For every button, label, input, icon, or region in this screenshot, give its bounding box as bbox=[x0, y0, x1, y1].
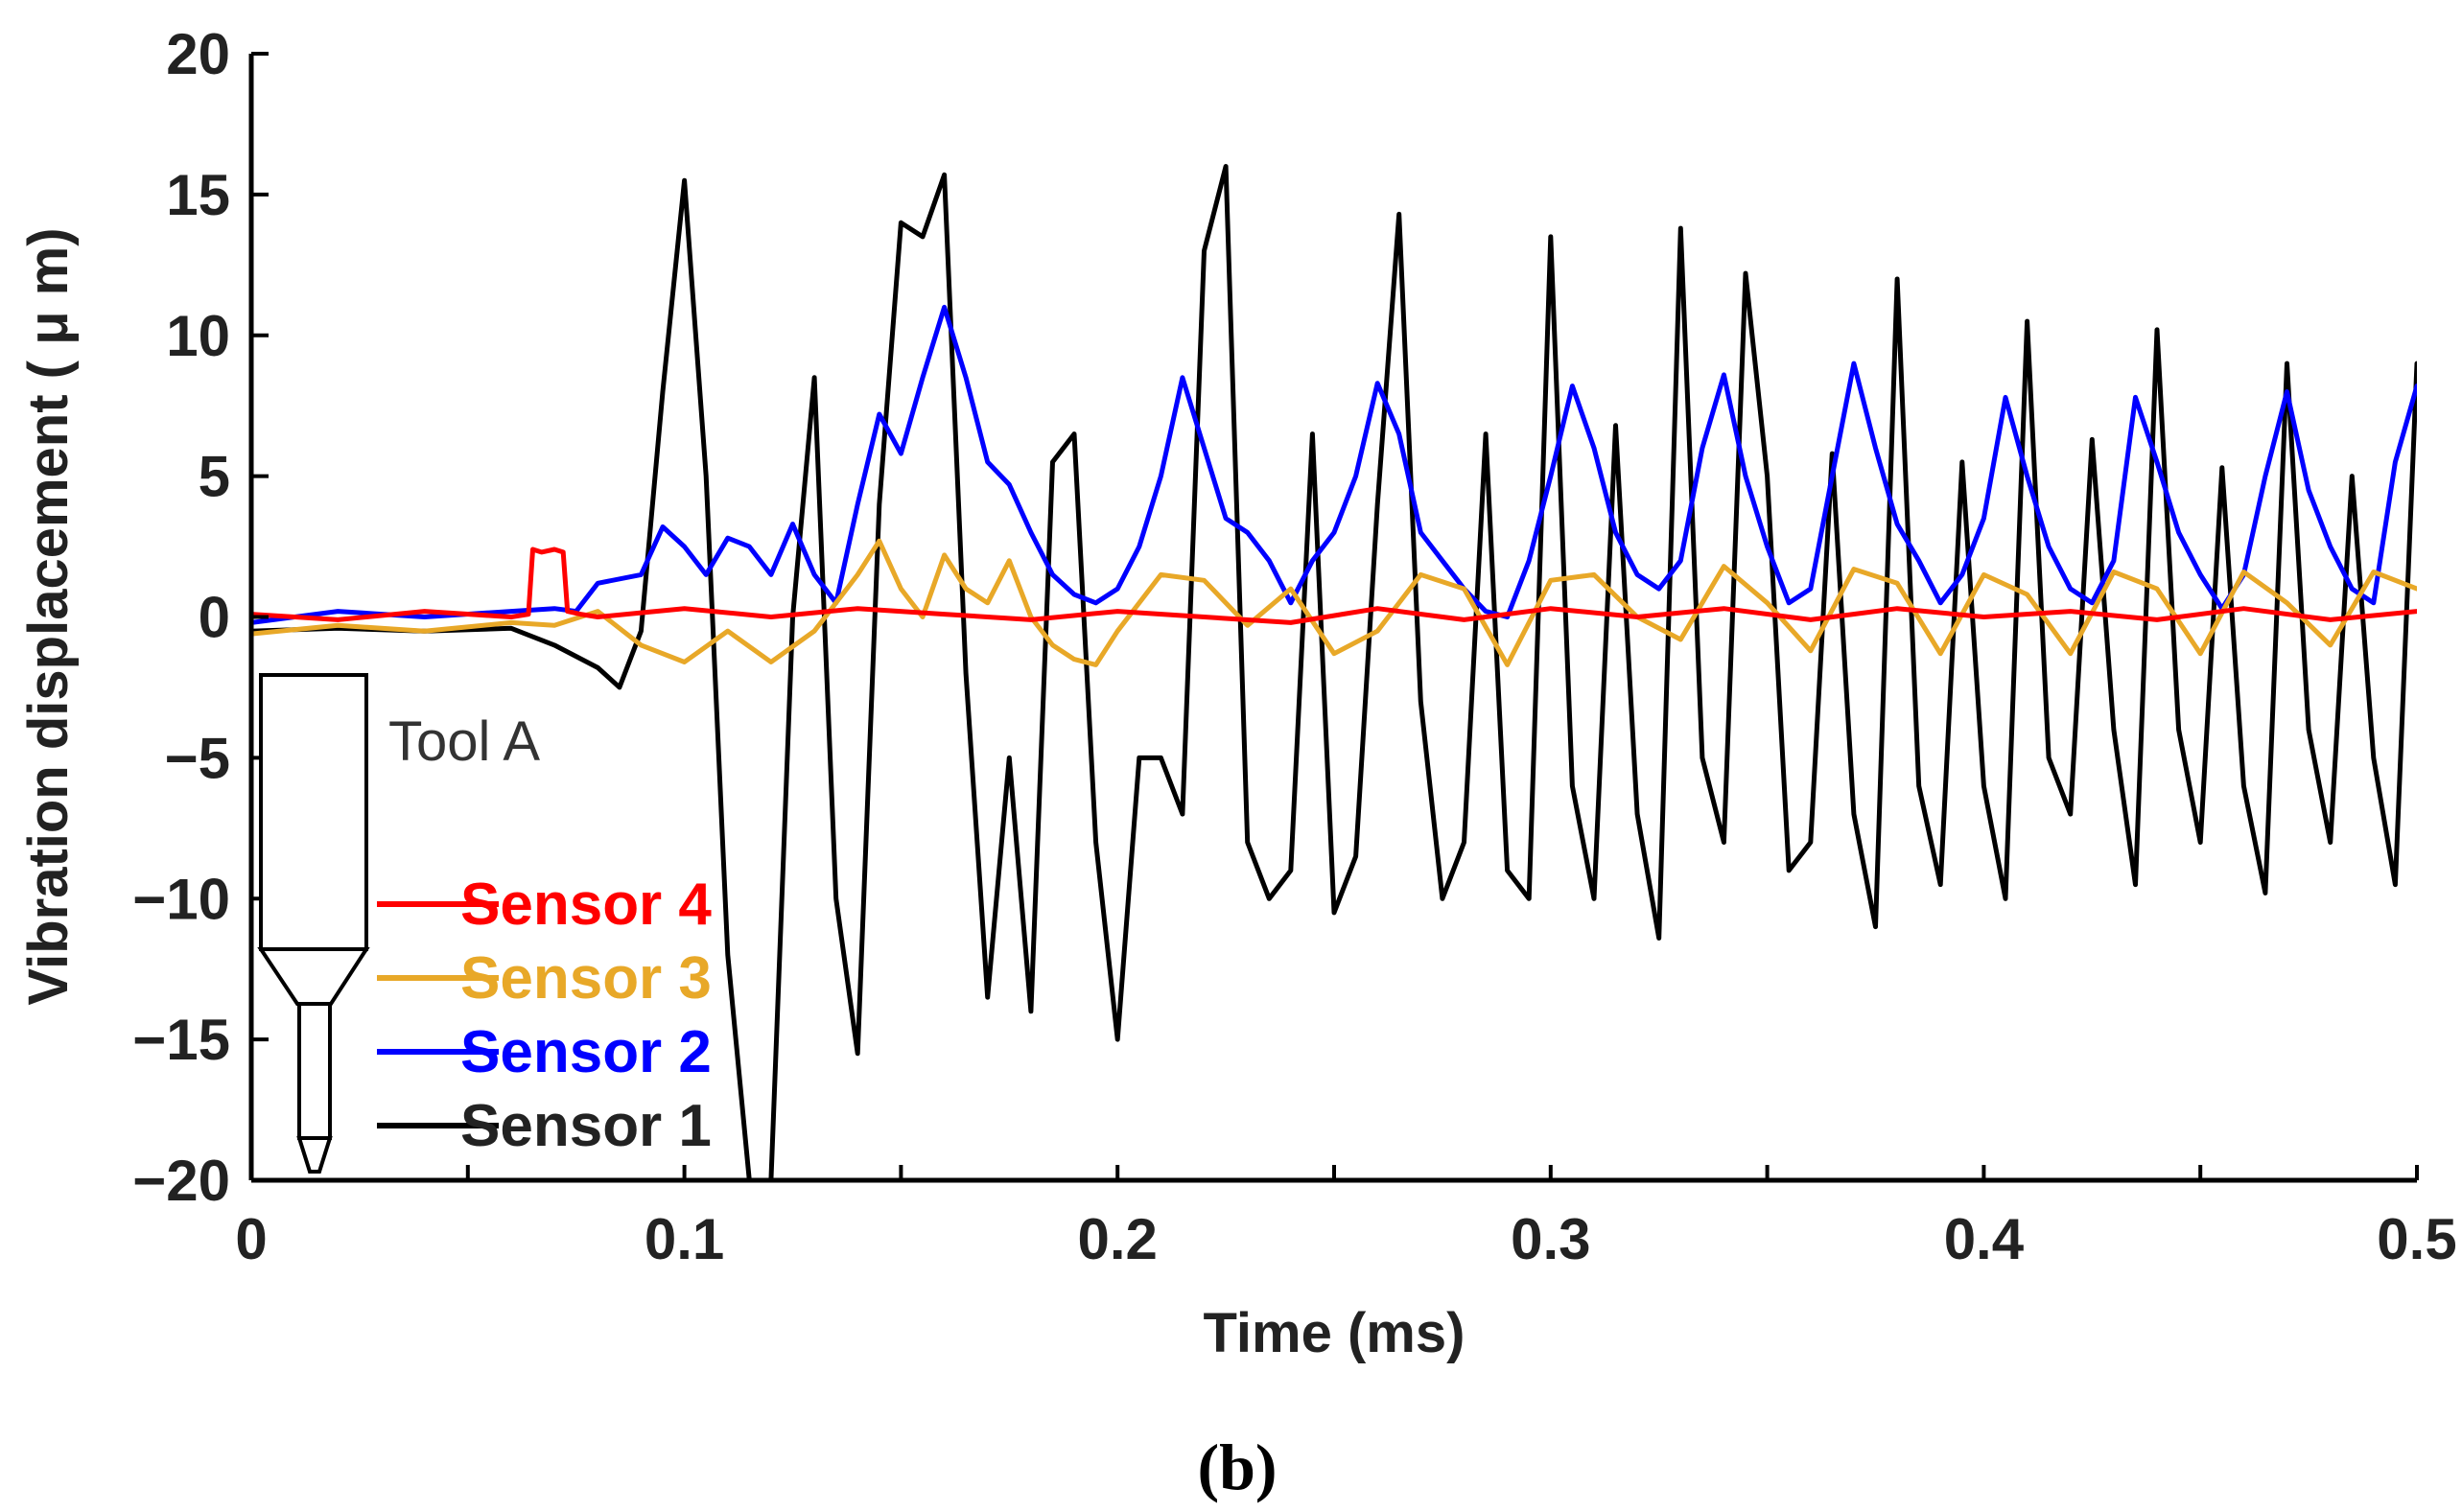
tool-a-drawing bbox=[257, 673, 370, 1174]
y-tick-label: −15 bbox=[132, 1008, 230, 1072]
sensor-4-line bbox=[251, 547, 2417, 625]
series-layer bbox=[251, 164, 2417, 1180]
legend-label-sensor-2: Sensor 2 bbox=[460, 1019, 712, 1085]
sensor-3-line bbox=[251, 538, 2417, 667]
y-tick-label: −10 bbox=[132, 867, 230, 931]
legend-label-sensor-4: Sensor 4 bbox=[460, 872, 712, 938]
ticks-layer: 0 0.1 0.2 0.3 0.4 0.5 −20 −15 −10 −5 0 5 10 15 20 bbox=[132, 22, 2456, 1271]
tool-cone bbox=[257, 947, 370, 1006]
tool-shank bbox=[297, 1002, 332, 1140]
tool-label: Tool A bbox=[388, 710, 540, 773]
x-tick-label: 0 bbox=[235, 1207, 267, 1271]
x-tick-label: 0.4 bbox=[1944, 1207, 2025, 1271]
tool-tip bbox=[296, 1136, 333, 1174]
sensor-1-line bbox=[251, 164, 2417, 1180]
tool-body bbox=[259, 673, 368, 951]
y-tick-label: 20 bbox=[166, 22, 230, 86]
y-tick-label: 0 bbox=[199, 586, 230, 650]
y-tick-label: −20 bbox=[132, 1149, 230, 1213]
x-tick-label: 0.2 bbox=[1077, 1207, 1157, 1271]
y-tick-label: −5 bbox=[165, 726, 230, 790]
x-tick-label: 0.1 bbox=[645, 1207, 724, 1271]
legend-label-sensor-3: Sensor 3 bbox=[460, 945, 712, 1012]
x-tick-label: 0.3 bbox=[1511, 1207, 1590, 1271]
y-tick-label: 5 bbox=[199, 445, 230, 509]
sensor-2-line bbox=[251, 304, 2417, 625]
x-tick-label: 0.5 bbox=[2377, 1207, 2456, 1271]
legend-label-sensor-1: Sensor 1 bbox=[460, 1093, 712, 1159]
x-axis-title: Time (ms) bbox=[1204, 1302, 1465, 1364]
y-axis-title: Vibration displacement ( μ m) bbox=[17, 227, 80, 1005]
y-tick-label: 15 bbox=[166, 163, 230, 227]
figure-caption: (b) bbox=[1197, 1431, 1277, 1503]
y-tick-label: 10 bbox=[166, 304, 230, 368]
legend: Sensor 4 Sensor 3 Sensor 2 Sensor 1 bbox=[377, 872, 712, 1159]
